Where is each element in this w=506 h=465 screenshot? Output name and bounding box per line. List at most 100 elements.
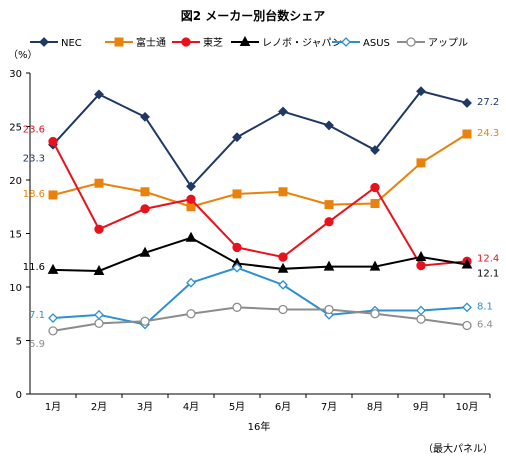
legend-label: レノボ・ジャパン [262,37,342,49]
data-point [278,304,288,315]
legend-label: ASUS [363,38,390,49]
y-tick-label: 5 [16,337,22,348]
data-point [140,187,150,197]
series [48,136,472,271]
data-point [186,194,196,204]
y-tick-label: 30 [9,69,22,80]
data-point [232,189,242,199]
y-tick-label: 0 [16,390,22,401]
data-label-last: 24.3 [477,128,499,139]
legend-marker [114,37,124,47]
data-label-first: 11.6 [23,262,45,273]
y-tick-label: 25 [9,123,22,134]
x-tick-label: 6月 [275,401,291,413]
data-point [369,260,381,271]
data-point [232,132,242,143]
data-point [277,262,289,273]
series [47,231,473,275]
data-point [232,302,242,312]
x-tick-label: 3月 [137,401,153,413]
x-tick-label: 4月 [183,401,199,413]
data-label-first: 23.6 [23,124,45,135]
data-point [140,316,150,326]
data-label-first: 23.3 [23,154,45,165]
data-labels: 23.3 27.2 18.6 24.3 23.6 12.4 11.6 12.1 7.1 8.1 5.… [23,97,500,350]
data-point [370,182,380,193]
data-point [278,252,288,262]
legend-item: アップル [397,37,468,49]
x-tick-label: 9月 [413,401,429,413]
series-line [52,236,468,272]
data-point [324,200,334,210]
data-point [461,258,473,269]
data-point [185,231,197,242]
x-tick-label: 8月 [367,401,383,413]
x-axis-title: 16年 [248,420,271,433]
data-point [415,250,427,262]
series-line [52,133,468,208]
data-point [324,120,334,131]
data-label-first: 18.6 [23,189,45,200]
series-line [52,306,468,332]
data-label-last: 6.4 [477,320,493,331]
series [48,86,472,192]
legend-marker [39,37,49,47]
data-point [94,89,104,100]
chart-title: 図2 メーカー別台数シェア [181,8,326,23]
data-point [278,187,288,197]
data-point [94,309,104,320]
series-line [52,90,468,189]
legend-marker [239,35,251,46]
data-point [462,320,472,331]
x-tick-label: 5月 [229,401,245,413]
source-note: （最大パネル） [423,442,493,455]
legend-item: 東芝 [172,36,223,49]
data-point [186,202,196,212]
data-label-first: 7.1 [29,310,45,321]
legend-marker [181,37,191,47]
data-point [416,314,426,324]
y-axis-unit: （%） [8,49,38,61]
legend-item: 富士通 [105,36,166,49]
legend-label: 富士通 [136,36,166,49]
data-point [416,86,426,97]
x-tick-label: 10月 [456,401,479,413]
data-point [462,302,472,313]
x-tick-label: 2月 [91,401,107,413]
y-tick-label: 15 [9,230,22,241]
axes: 0 5 10 15 20 25 30 1月 2月 3月 4月 5月 6月 7月 8月 9月 10月 [9,69,491,413]
legend-marker [406,37,416,47]
data-point [94,318,104,329]
data-point [94,224,104,234]
legend: NEC 富士通 東芝 レノボ・ジャパン ASUS アップル [30,35,468,49]
data-point [370,145,380,155]
data-point [278,279,288,290]
data-point [370,199,380,209]
data-point [186,309,196,319]
y-tick-label: 20 [9,176,22,187]
data-label-first: 5.9 [29,339,45,350]
data-point [462,129,472,139]
data-point [370,309,380,319]
series [48,262,472,330]
data-label-last: 27.2 [477,97,499,108]
legend-label: アップル [428,37,468,49]
data-point [140,111,150,122]
data-point [416,260,426,271]
data-point [94,178,104,188]
data-point [323,260,335,271]
data-point [416,158,426,168]
data-point [232,242,242,253]
x-tick-label: 1月 [45,401,61,413]
legend-item: レノボ・ジャパン [231,35,342,49]
data-point [186,181,196,192]
data-point [140,204,150,214]
y-tick-label: 10 [9,283,22,294]
data-point [416,305,426,316]
legend-marker [341,37,351,47]
legend-label: 東芝 [203,36,223,49]
data-point [48,313,58,323]
series [48,129,472,212]
data-point [186,277,196,288]
